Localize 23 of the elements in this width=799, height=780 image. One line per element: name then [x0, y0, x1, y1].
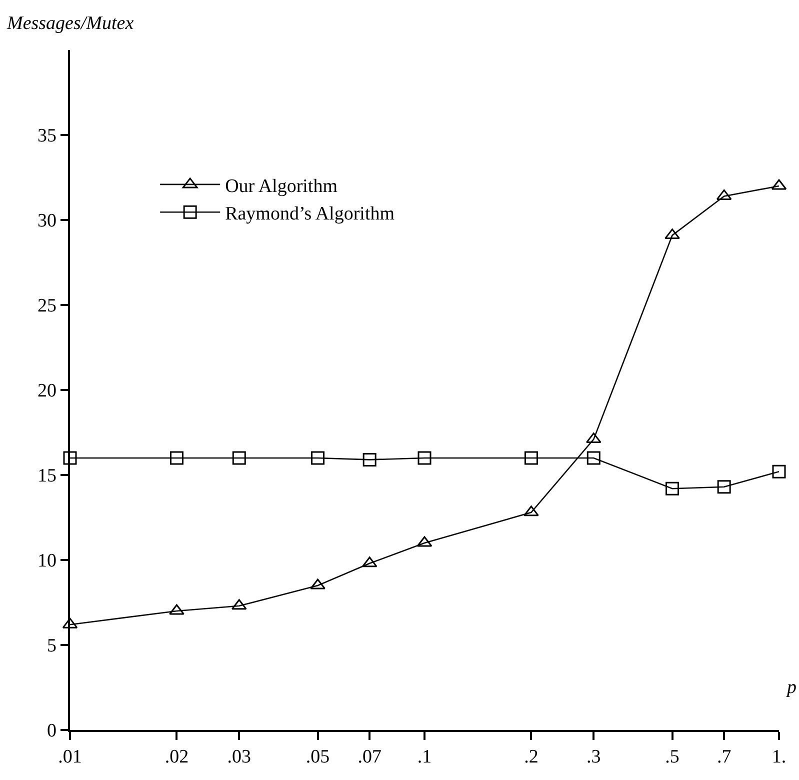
- x-tick-label: .7: [716, 746, 732, 768]
- x-tick-label: .3: [586, 746, 601, 768]
- x-tick-label: .01: [58, 746, 82, 768]
- legend-label: Our Algorithm: [225, 176, 338, 197]
- y-axis-title: Messages/Mutex: [6, 13, 134, 34]
- y-tick-label: 20: [37, 380, 56, 402]
- y-tick-label: 0: [46, 720, 56, 742]
- y-tick-label: 15: [37, 466, 56, 487]
- legend-label: Raymond’s Algorithm: [225, 204, 395, 225]
- x-tick-label: .2: [524, 746, 538, 768]
- x-tick-label: .03: [227, 746, 252, 768]
- x-tick-label: .02: [164, 746, 189, 768]
- x-tick-label: 1.: [772, 746, 786, 768]
- x-tick-label: .5: [665, 746, 680, 768]
- x-tick-label: .05: [306, 746, 330, 768]
- x-tick-label: .1: [417, 746, 432, 768]
- y-tick-label: 25: [37, 296, 56, 317]
- y-tick-label: 10: [37, 550, 56, 572]
- y-tick-label: 30: [37, 210, 56, 232]
- y-tick-label: 35: [37, 126, 56, 147]
- y-tick-label: 5: [46, 636, 56, 657]
- x-tick-label: .07: [358, 746, 382, 768]
- x-axis-title: p: [785, 677, 796, 698]
